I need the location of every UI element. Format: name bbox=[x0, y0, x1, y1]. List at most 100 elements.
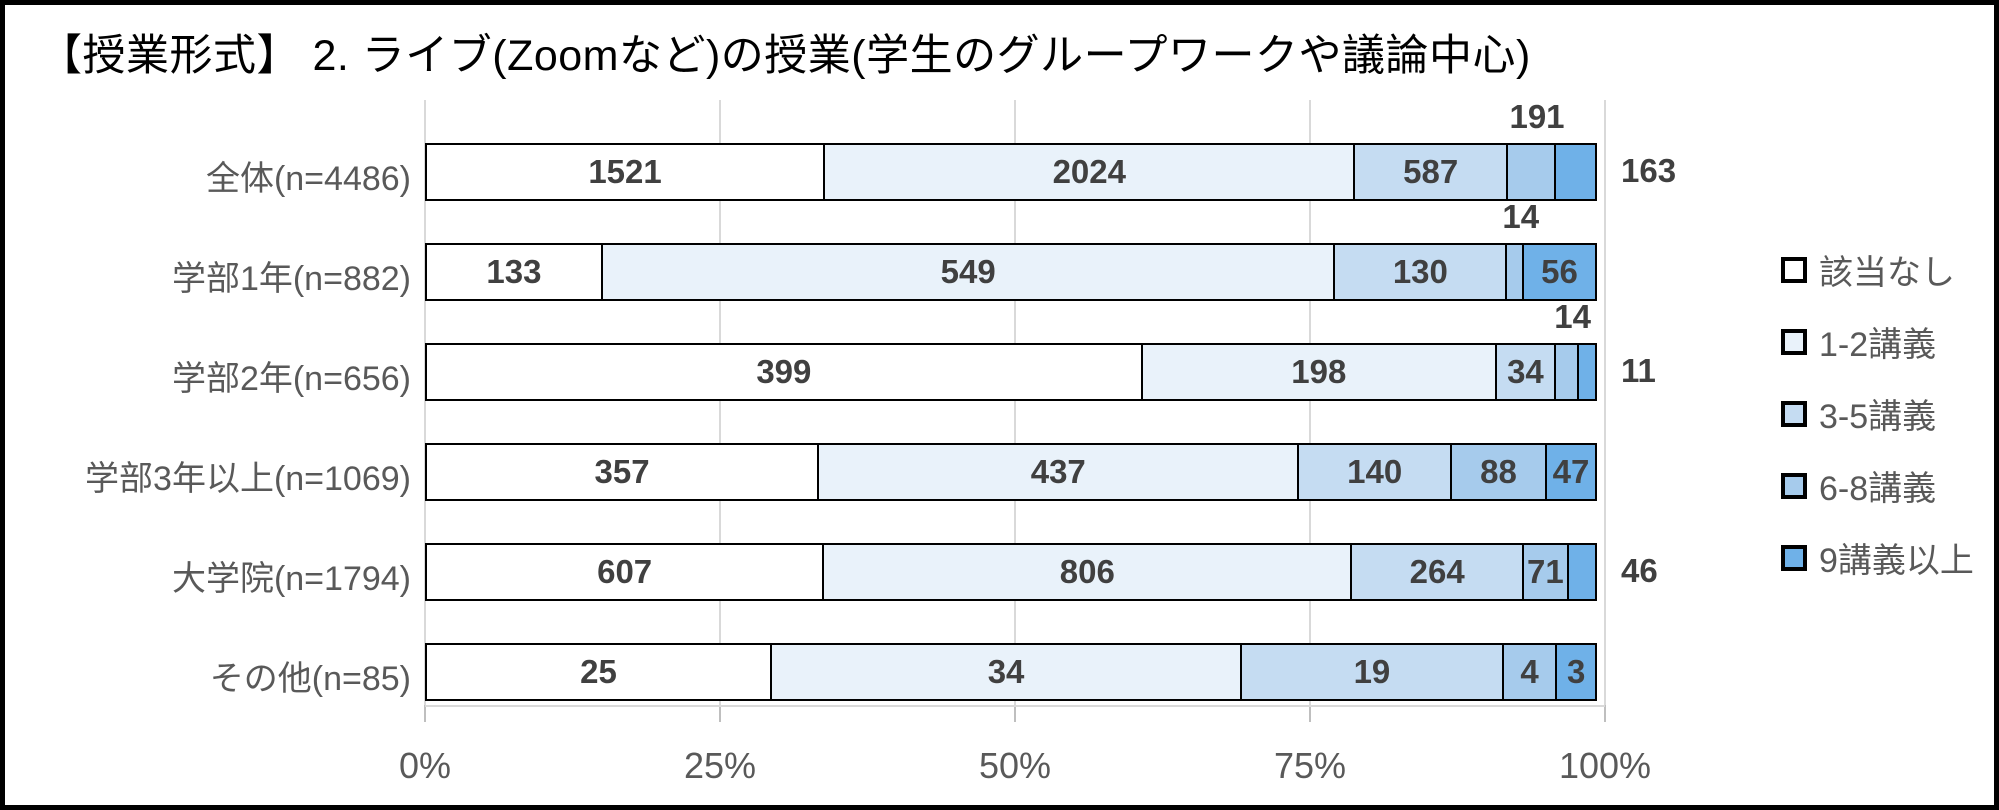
legend-swatch bbox=[1781, 400, 1807, 427]
legend-swatch bbox=[1781, 256, 1807, 283]
bar-segment bbox=[1505, 143, 1557, 201]
bar-segment: 130 bbox=[1333, 243, 1508, 301]
bar-segment: 34 bbox=[1494, 343, 1557, 401]
bar-row: 25 34 19 4 3 bbox=[425, 643, 1605, 701]
legend-swatch bbox=[1781, 472, 1807, 499]
data-label-above: 191 bbox=[1509, 98, 1565, 135]
bar-row: 399 198 34 bbox=[425, 343, 1605, 401]
data-label: 399 bbox=[756, 353, 812, 390]
bar-segment: 264 bbox=[1350, 543, 1525, 601]
bar-segment: 549 bbox=[600, 243, 1336, 301]
category-label: その他(n=85) bbox=[209, 660, 411, 698]
legend-item: 1-2講義 bbox=[1781, 317, 1936, 366]
bar-segment: 47 bbox=[1545, 443, 1597, 501]
data-label: 56 bbox=[1541, 253, 1578, 290]
x-tick-label: 100% bbox=[1558, 745, 1652, 786]
legend-label: 1-2講義 bbox=[1819, 326, 1937, 364]
bar-segment: 34 bbox=[770, 643, 1243, 701]
bar-segment: 25 bbox=[425, 643, 773, 701]
bar-row: 1521 2024 587 bbox=[425, 143, 1605, 201]
x-tick-label: 75% bbox=[1273, 745, 1347, 786]
x-tick-label: 25% bbox=[683, 745, 757, 786]
bar-segment: 1521 bbox=[425, 143, 826, 201]
bar-row: 133 549 130 56 bbox=[425, 243, 1605, 301]
bar-segment: 437 bbox=[817, 443, 1300, 501]
bar-segment bbox=[1554, 143, 1597, 201]
category-label: 学部3年以上(n=1069) bbox=[85, 460, 411, 498]
bar-segment: 71 bbox=[1522, 543, 1569, 601]
bar-segment: 198 bbox=[1140, 343, 1497, 401]
data-label: 549 bbox=[940, 253, 996, 290]
gridline bbox=[1014, 100, 1016, 705]
legend-label: 3-5講義 bbox=[1819, 398, 1937, 436]
bar-segment bbox=[1577, 343, 1597, 401]
x-axis-line bbox=[425, 705, 1605, 707]
data-label: 47 bbox=[1552, 453, 1590, 490]
bar-segment: 88 bbox=[1449, 443, 1548, 501]
bar-segment: 3 bbox=[1555, 643, 1597, 701]
bar-segment: 140 bbox=[1297, 443, 1452, 501]
legend-label: 該当なし bbox=[1819, 254, 1955, 292]
category-label: 全体(n=4486) bbox=[205, 160, 411, 198]
bar-segment bbox=[1566, 543, 1597, 601]
category-label: 学部2年(n=656) bbox=[171, 360, 411, 398]
data-label: 4 bbox=[1520, 653, 1539, 690]
legend-item: 3-5講義 bbox=[1781, 389, 1936, 438]
bar-segment: 2024 bbox=[823, 143, 1356, 201]
bar-segment: 806 bbox=[822, 543, 1353, 601]
bar-segment: 587 bbox=[1353, 143, 1508, 201]
legend-swatch bbox=[1781, 544, 1807, 571]
legend-label: 9講義以上 bbox=[1819, 542, 1974, 580]
data-label: 264 bbox=[1409, 553, 1465, 590]
legend-item: 9講義以上 bbox=[1781, 533, 1974, 582]
axis-tick bbox=[1014, 705, 1016, 722]
data-label: 34 bbox=[1507, 353, 1544, 390]
data-label: 133 bbox=[486, 253, 542, 290]
data-label: 130 bbox=[1392, 253, 1448, 290]
bar-segment bbox=[1554, 343, 1580, 401]
data-label: 437 bbox=[1030, 453, 1086, 490]
axis-tick bbox=[1604, 705, 1606, 722]
data-label-above: 14 bbox=[1554, 298, 1591, 335]
axis-tick bbox=[424, 705, 426, 722]
bar-segment: 399 bbox=[425, 343, 1143, 401]
bar-segment: 4 bbox=[1501, 643, 1558, 701]
data-label: 1521 bbox=[588, 153, 662, 190]
legend-swatch bbox=[1781, 328, 1807, 355]
data-label: 3 bbox=[1566, 653, 1586, 690]
gridline bbox=[1309, 100, 1311, 705]
bar-segment: 19 bbox=[1240, 643, 1504, 701]
data-label: 198 bbox=[1291, 353, 1347, 390]
data-label-right: 11 bbox=[1621, 352, 1656, 389]
x-tick-label: 0% bbox=[398, 745, 452, 786]
bar-row: 607 806 264 71 bbox=[425, 543, 1605, 601]
bar-segment: 357 bbox=[425, 443, 820, 501]
data-label: 806 bbox=[1059, 553, 1115, 590]
legend-item: 該当なし bbox=[1781, 245, 1955, 294]
bar-segment: 56 bbox=[1522, 243, 1597, 301]
gridline bbox=[1604, 100, 1606, 705]
data-label-right: 163 bbox=[1621, 152, 1677, 189]
data-label: 25 bbox=[580, 653, 617, 690]
data-label: 71 bbox=[1527, 553, 1564, 590]
data-label: 88 bbox=[1480, 453, 1517, 490]
data-label: 140 bbox=[1347, 453, 1403, 490]
bar-segment: 607 bbox=[425, 543, 825, 601]
bar-segment: 133 bbox=[425, 243, 603, 301]
legend-item: 6-8講義 bbox=[1781, 461, 1936, 510]
chart-title: 【授業形式】 2. ライブ(Zoomなど)の授業(学生のグループワークや議論中心… bbox=[39, 32, 1531, 80]
gridline bbox=[719, 100, 721, 705]
data-label: 357 bbox=[594, 453, 650, 490]
data-label: 587 bbox=[1403, 153, 1459, 190]
bar-row: 357 437 140 88 47 bbox=[425, 443, 1605, 501]
data-label: 19 bbox=[1353, 653, 1391, 690]
gridline bbox=[424, 100, 426, 705]
axis-tick bbox=[1309, 705, 1311, 722]
data-label: 2024 bbox=[1052, 153, 1126, 190]
x-tick-label: 50% bbox=[978, 745, 1052, 786]
data-label-above: 14 bbox=[1502, 198, 1540, 235]
data-label-right: 46 bbox=[1621, 552, 1658, 589]
legend-label: 6-8講義 bbox=[1819, 470, 1937, 508]
axis-tick bbox=[719, 705, 721, 722]
